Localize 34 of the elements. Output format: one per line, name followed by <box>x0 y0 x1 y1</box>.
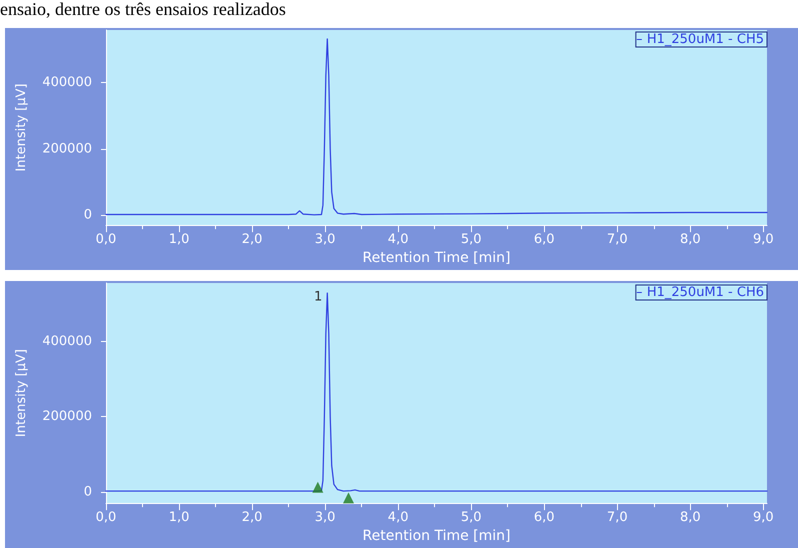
text: ensaio, dentre os três ensaios realizados <box>0 0 286 19</box>
y-tick-label: 200000 <box>42 141 92 156</box>
x-tick-label: 1,0 <box>168 232 190 248</box>
x-tick-label: 2,0 <box>242 510 262 526</box>
x-tick-label: 8,0 <box>680 232 701 248</box>
x-tick-label: 5,0 <box>460 232 482 248</box>
legend-label: H1_250uM1 - CH6 <box>646 285 764 300</box>
y-tick-label: 400000 <box>42 74 92 90</box>
x-tick-label: 5,0 <box>460 510 482 526</box>
annotation: 1 <box>314 290 322 305</box>
x-tick-label: 9,0 <box>753 232 774 248</box>
x-tick-label: 4,0 <box>388 510 408 526</box>
legend-label: H1_250uM1 - CH5 <box>646 32 764 47</box>
y-axis-title: Intensity [µV] <box>14 84 29 172</box>
y-axis-title: Intensity [µV] <box>14 349 29 438</box>
x-tick-label: 8,0 <box>680 510 701 526</box>
x-tick-label: 1,0 <box>168 510 190 526</box>
y-tick-label: 200000 <box>42 409 92 424</box>
x-tick-label: 3,0 <box>314 232 336 248</box>
x-tick-label: 3,0 <box>314 510 336 526</box>
x-tick-label: 2,0 <box>242 232 262 248</box>
y-tick-label: 0 <box>84 208 92 223</box>
y-tick-label: 0 <box>84 484 92 500</box>
x-tick-label: 6,0 <box>534 232 555 248</box>
x-axis-title: Retention Time [min] <box>362 250 510 266</box>
x-tick-label: 7,0 <box>606 232 628 248</box>
x-tick-label: 6,0 <box>534 510 555 526</box>
x-tick-label: 0,0 <box>96 232 116 248</box>
x-tick-label: 0,0 <box>96 510 116 526</box>
x-axis-title: Retention Time [min] <box>362 528 510 544</box>
y-tick-label: 400000 <box>42 334 92 349</box>
x-tick-label: 4,0 <box>388 232 408 248</box>
x-tick-label: 9,0 <box>753 510 774 526</box>
x-tick-label: 7,0 <box>606 510 628 526</box>
